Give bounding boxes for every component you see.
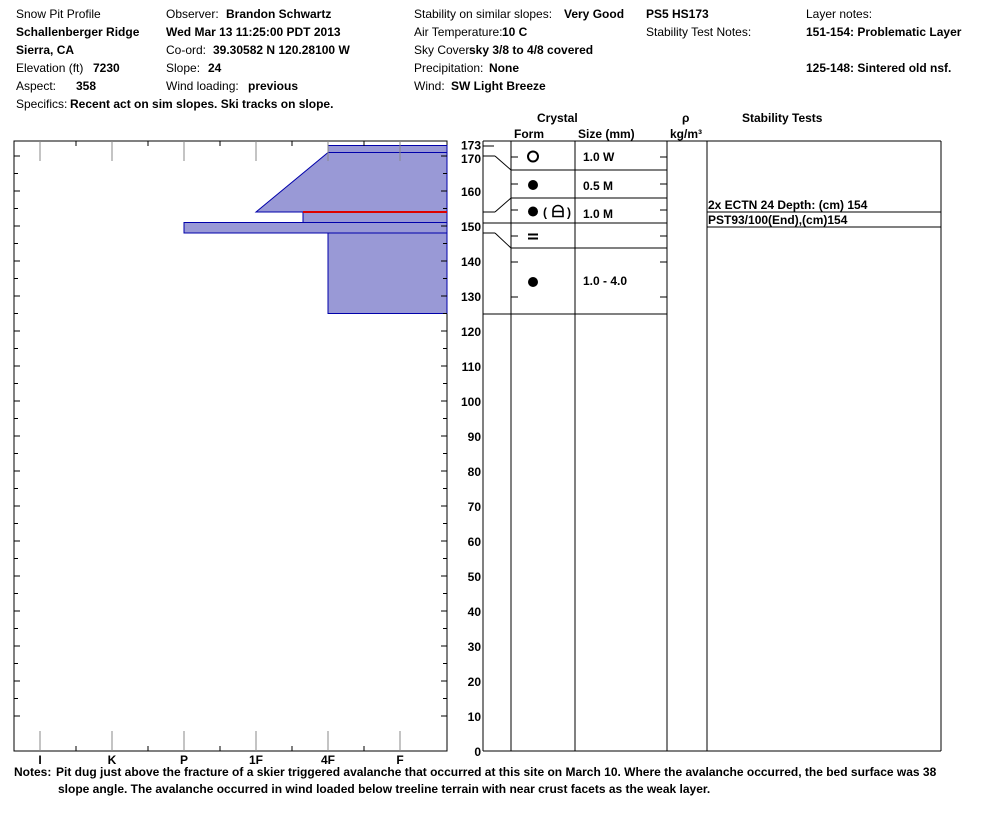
paren-icon: ) <box>567 206 571 220</box>
y-tick-label: 10 <box>468 710 482 724</box>
elevation-label: Elevation (ft) <box>16 61 84 75</box>
datetime: Wed Mar 13 11:25:00 PDT 2013 <box>166 25 341 39</box>
elevation-value: 7230 <box>93 61 120 75</box>
open-circle-icon <box>527 150 539 163</box>
stability-notes-label: Stability Test Notes: <box>646 25 752 39</box>
y-tick-label: 120 <box>461 325 481 339</box>
layer-notes-label: Layer notes: <box>806 7 873 21</box>
layer-connector <box>494 197 512 213</box>
wind-value: SW Light Breeze <box>451 79 546 93</box>
x-tick-label: P <box>180 753 188 767</box>
y-tick-label: 110 <box>462 360 482 374</box>
layer-connector <box>494 232 512 249</box>
crystal-size: 1.0 W <box>583 150 615 164</box>
aspect-label: Aspect: <box>16 79 57 93</box>
y-tick-label: 160 <box>461 185 481 199</box>
stability-test: 2x ECTN 24 Depth: (cm) 154 <box>708 198 868 212</box>
stability-test: PST93/100(End),(cm)154 <box>708 213 848 227</box>
y-tick-label: 170 <box>461 152 481 166</box>
hardness-layer <box>254 152 448 213</box>
x-tick-label: I <box>38 753 41 767</box>
hardness-plot-frame <box>13 140 448 752</box>
ps-hs: PS5 HS173 <box>646 7 709 21</box>
coord-label: Co-ord: <box>166 43 207 57</box>
air-temp-label: Air Temperature: <box>414 25 503 39</box>
y-tick-label: 30 <box>468 640 482 654</box>
observer-label: Observer: <box>166 7 219 21</box>
y-tick-label: 80 <box>468 465 482 479</box>
crystal-header: Crystal <box>537 111 578 125</box>
slope-value: 24 <box>208 61 222 75</box>
hardness-layer <box>302 211 448 223</box>
title: Snow Pit Profile <box>16 7 101 21</box>
crystal-size: 1.0 - 4.0 <box>583 274 627 288</box>
filled-circle-icon <box>528 180 538 190</box>
lock-icon <box>552 204 564 218</box>
y-tick-label: 0 <box>474 745 481 759</box>
y-tick-label: 100 <box>461 395 481 409</box>
notes-line: slope angle. The avalanche occurred in w… <box>58 782 711 796</box>
equals-icon <box>528 237 538 240</box>
x-tick-label: K <box>108 753 117 767</box>
y-tick-label: 150 <box>461 220 481 234</box>
y-tick-label: 130 <box>461 290 481 304</box>
coord-value: 39.30582 N 120.28100 W <box>213 43 350 57</box>
y-tick-label: 50 <box>468 570 482 584</box>
hardness-layer <box>327 232 448 314</box>
location: Schallenberger Ridge <box>16 25 140 39</box>
stability-label: Stability on similar slopes: <box>414 7 553 21</box>
crystal-size: 1.0 M <box>583 207 613 221</box>
y-tick-label: 90 <box>468 430 482 444</box>
notes-line: Pit dug just above the fracture of a ski… <box>56 765 937 779</box>
precip-label: Precipitation: <box>414 61 484 75</box>
form-header: Form <box>514 127 544 141</box>
sky-label: Sky Cover: <box>414 43 473 57</box>
crystal-size: 0.5 M <box>583 179 613 193</box>
layer-note: 125-148: Sintered old nsf. <box>806 61 952 75</box>
sky-value: sky 3/8 to 4/8 covered <box>469 43 594 57</box>
region: Sierra, CA <box>16 43 75 57</box>
paren-icon: ( <box>543 206 547 220</box>
precip-value: None <box>489 61 519 75</box>
x-tick-label: 1F <box>249 753 263 767</box>
aspect-value: 358 <box>76 79 97 93</box>
hardness-layer <box>327 145 448 153</box>
specifics-label: Specifics: <box>16 97 68 111</box>
filled-circle-icon <box>528 277 538 287</box>
stability-tests-header: Stability Tests <box>742 111 823 125</box>
y-tick-label: 20 <box>468 675 482 689</box>
size-header: Size (mm) <box>578 127 635 141</box>
wind-label: Wind: <box>414 79 445 93</box>
y-tick-label: 70 <box>468 500 482 514</box>
filled-circle-icon <box>528 180 538 190</box>
x-tick-label: F <box>396 753 403 767</box>
open-circle-icon <box>527 150 539 163</box>
y-tick-label: 173 <box>461 139 481 153</box>
hardness-layer <box>183 222 448 234</box>
filled-circle-icon <box>528 277 538 287</box>
y-tick-label: 60 <box>468 535 482 549</box>
slope-label: Slope: <box>166 61 201 75</box>
equals-icon <box>528 233 538 240</box>
observer-value: Brandon Schwartz <box>226 7 332 21</box>
y-tick-label: 140 <box>461 255 481 269</box>
wind-loading-label: Wind loading: <box>166 79 239 93</box>
density-unit: kg/m³ <box>670 127 703 141</box>
equals-icon <box>528 233 538 236</box>
wind-loading-value: previous <box>248 79 299 93</box>
filled-circle-icon <box>528 206 538 217</box>
specifics-value: Recent act on sim slopes. Ski tracks on … <box>70 97 334 111</box>
x-tick-label: 4F <box>321 753 335 767</box>
layer-connector <box>494 155 512 171</box>
y-tick-label: 40 <box>468 605 482 619</box>
notes-label: Notes: <box>14 765 52 779</box>
filled-circle-melt-freeze-icon: () <box>528 204 571 220</box>
stability-value: Very Good <box>564 7 625 21</box>
density-header: ρ <box>682 111 690 125</box>
layer-note: 151-154: Problematic Layer <box>806 25 962 39</box>
air-temp-value: 10 C <box>502 25 528 39</box>
